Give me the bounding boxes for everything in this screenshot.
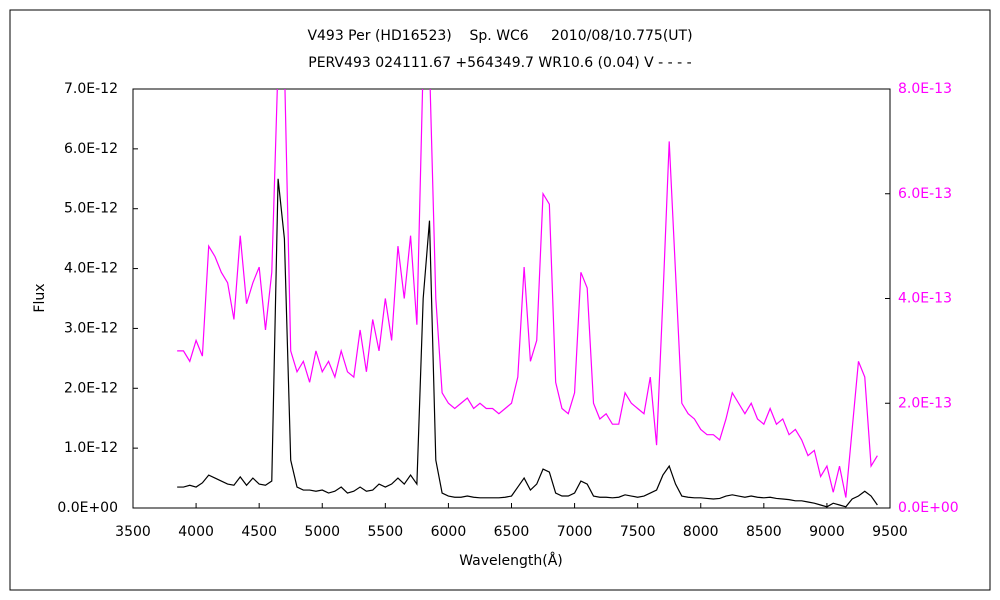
spectrum-line	[177, 89, 878, 498]
x-tick-label: 3500	[115, 524, 151, 540]
y-axis-label: Flux	[32, 283, 48, 312]
y-tick-label: 7.0E-12	[64, 81, 118, 97]
y-tick-label: 6.0E-12	[64, 141, 118, 157]
x-tick-label: 7000	[557, 524, 593, 540]
spectrum-line	[177, 178, 878, 508]
y-tick-label: 2.0E-12	[64, 380, 118, 396]
y-tick-label: 4.0E-12	[64, 261, 118, 277]
x-axis-label: Wavelength(Å)	[459, 552, 563, 569]
x-tick-label: 6500	[494, 524, 530, 540]
lines	[177, 89, 878, 508]
x-tick-label: 5000	[304, 524, 340, 540]
x-tick-label: 8000	[683, 524, 719, 540]
y-tick-label: 1.0E-12	[64, 440, 118, 456]
x-tick-label: 9000	[809, 524, 845, 540]
x-tick-label: 4500	[241, 524, 277, 540]
y2-tick-label: 0.0E+00	[898, 500, 959, 516]
x-tick-label: 9500	[872, 524, 908, 540]
y-tick-label: 5.0E-12	[64, 201, 118, 217]
y2-tick-label: 8.0E-13	[898, 81, 952, 97]
y-tick-label: 0.0E+00	[57, 500, 118, 516]
frame	[9, 9, 991, 591]
x-tick-label: 7500	[620, 524, 656, 540]
chart-subtitle: PERV493 024111.67 +564349.7 WR10.6 (0.04…	[308, 55, 691, 71]
x-tick-label: 8500	[746, 524, 782, 540]
x-tick-label: 4000	[178, 524, 214, 540]
chart-title: V493 Per (HD16523) Sp. WC6 2010/08/10.77…	[307, 28, 692, 44]
x-tick-label: 6000	[431, 524, 467, 540]
y2-tick-label: 6.0E-13	[898, 186, 952, 202]
y2-tick-label: 2.0E-13	[898, 395, 952, 411]
y2-tick-label: 4.0E-13	[898, 291, 952, 307]
y-tick-label: 3.0E-12	[64, 320, 118, 336]
x-tick-label: 5500	[368, 524, 404, 540]
